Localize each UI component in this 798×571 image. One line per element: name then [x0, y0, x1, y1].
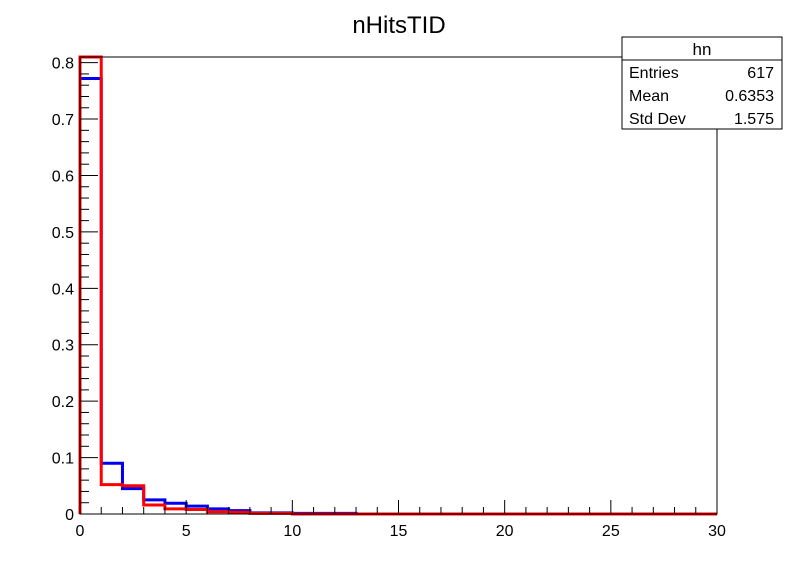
histogram-series-1 [78, 76, 717, 516]
stats-mean-label: Mean [629, 88, 669, 105]
x-tick-label: 25 [602, 523, 620, 540]
stats-entries-value: 617 [747, 65, 774, 82]
x-tick-label: 10 [283, 523, 301, 540]
y-tick-label: 0 [65, 507, 74, 524]
y-tick-label: 0.1 [52, 451, 74, 468]
x-tick-label: 15 [390, 523, 408, 540]
stats-box-title: hn [693, 40, 712, 59]
y-tick-label: 0.4 [52, 281, 74, 298]
y-tick-label: 0.2 [52, 394, 74, 411]
y-tick-label: 0.7 [52, 112, 74, 129]
x-tick-label: 0 [76, 523, 85, 540]
stats-entries-label: Entries [629, 65, 679, 82]
y-tick-label: 0.8 [52, 56, 74, 73]
y-tick-label: 0.3 [52, 338, 74, 355]
y-tick-label: 0.5 [52, 225, 74, 242]
y-tick-label: 0.6 [52, 168, 74, 185]
x-tick-label: 20 [496, 523, 514, 540]
stats-box: hn Entries 617 Mean 0.6353 Std Dev 1.575 [621, 36, 783, 130]
x-tick-label: 5 [182, 523, 191, 540]
chart-title: nHitsTID [352, 12, 445, 39]
stats-mean-value: 0.6353 [725, 88, 774, 105]
x-tick-label: 30 [708, 523, 726, 540]
stats-stddev-label: Std Dev [629, 111, 686, 128]
stats-stddev-value: 1.575 [734, 111, 774, 128]
plot-frame [79, 56, 718, 515]
histogram-series-2 [78, 55, 717, 516]
